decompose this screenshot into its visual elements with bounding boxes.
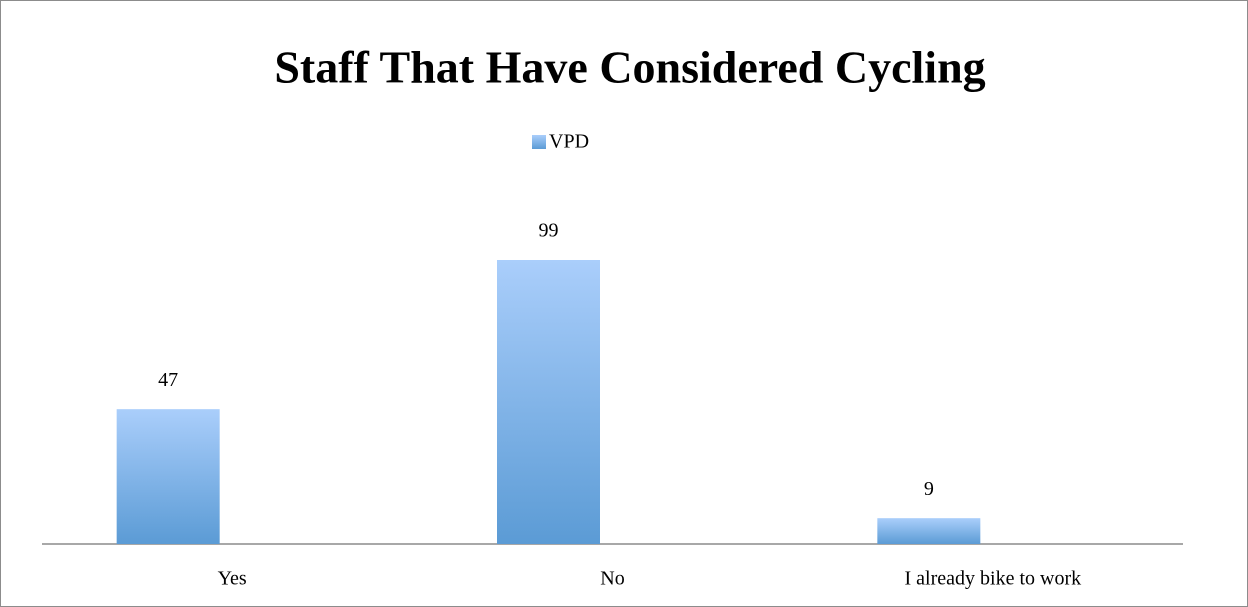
bar	[497, 260, 600, 544]
x-tick-label: I already bike to work	[905, 568, 1082, 590]
data-label: 9	[924, 478, 934, 500]
bar	[877, 518, 981, 544]
data-label: 47	[158, 369, 178, 391]
x-tick-label: Yes	[218, 568, 247, 590]
legend-swatch	[532, 135, 546, 149]
legend-label: VPD	[549, 131, 589, 153]
x-tick-label: No	[600, 568, 624, 590]
data-label: 99	[539, 220, 559, 242]
bar	[116, 409, 220, 544]
chart-title: Staff That Have Considered Cycling	[274, 42, 985, 93]
